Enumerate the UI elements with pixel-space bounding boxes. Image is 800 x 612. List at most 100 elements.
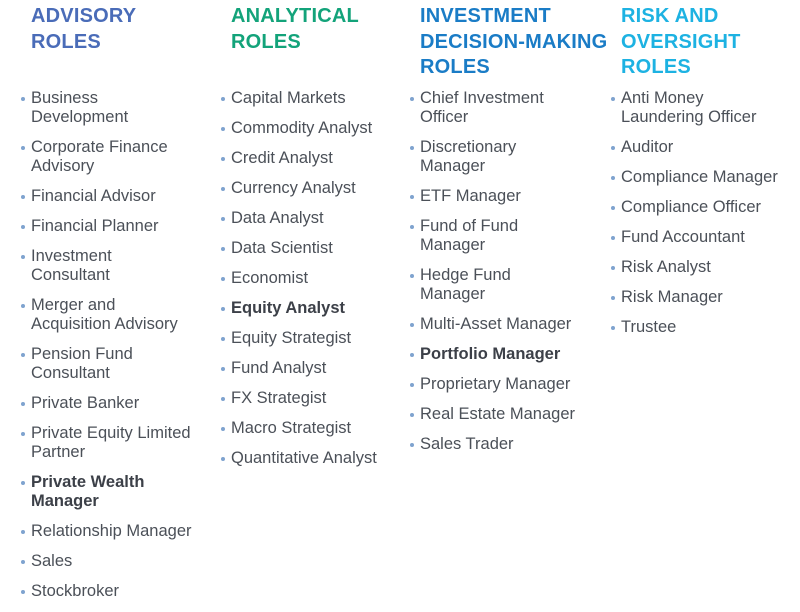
list-item-label: Fund Accountant	[621, 228, 745, 246]
bullet-icon	[21, 146, 25, 150]
bullet-icon	[21, 304, 25, 308]
list-item: Risk Analyst	[611, 258, 778, 277]
list-item: Sales Trader	[410, 435, 607, 454]
list-item-label: Data Scientist	[231, 239, 333, 257]
list-item: Multi-Asset Manager	[410, 315, 607, 334]
bullet-icon	[611, 296, 615, 300]
list-item: Financial Planner	[21, 217, 192, 236]
list-item-label: Investment Consultant	[31, 247, 112, 284]
list-item: Credit Analyst	[221, 149, 377, 168]
list-item-label: Data Analyst	[231, 209, 324, 227]
list-item-label: Currency Analyst	[231, 179, 356, 197]
list-item: Macro Strategist	[221, 419, 377, 438]
bullet-icon	[611, 206, 615, 210]
bullet-icon	[221, 217, 225, 221]
list-item-label: Discretionary Manager	[420, 138, 517, 175]
bullet-icon	[221, 337, 225, 341]
list-item-label: Stockbroker	[31, 582, 120, 600]
list-item-label: Compliance Officer	[621, 198, 762, 216]
bullet-icon	[21, 353, 25, 357]
list-item-label: Commodity Analyst	[231, 119, 373, 137]
list-item-label: Financial Planner	[31, 217, 159, 235]
list-item: Corporate Finance Advisory	[21, 138, 192, 176]
bullet-icon	[410, 274, 414, 278]
bullet-icon	[611, 326, 615, 330]
bullet-icon	[410, 353, 414, 357]
bullet-icon	[21, 530, 25, 534]
column-heading: INVESTMENT DECISION-MAKING ROLES	[420, 5, 608, 78]
bullet-icon	[21, 481, 25, 485]
list-item: Quantitative Analyst	[221, 449, 377, 468]
list-item: Real Estate Manager	[410, 405, 607, 424]
list-item: Chief Investment Officer	[410, 89, 607, 127]
bullet-icon	[21, 402, 25, 406]
list-item: Trustee	[611, 318, 778, 337]
bullet-icon	[410, 323, 414, 327]
bullet-icon	[410, 443, 414, 447]
list-item: Compliance Officer	[611, 198, 778, 217]
column-advisory-roles: ADVISORY ROLES Business Development Corpo…	[21, 4, 192, 612]
list-item: Equity Analyst	[221, 299, 377, 318]
list-item-label: Sales	[31, 552, 73, 570]
bullet-icon	[221, 187, 225, 191]
list-item-label: Equity Analyst	[231, 299, 345, 317]
list-item-label: Trustee	[621, 318, 677, 336]
list-item: Stockbroker	[21, 582, 192, 601]
list-item-label: Financial Advisor	[31, 187, 156, 205]
list-item: Merger and Acquisition Advisory	[21, 296, 192, 334]
list-item-label: Capital Markets	[231, 89, 346, 107]
list-item-label: Multi-Asset Manager	[420, 315, 572, 333]
bullet-icon	[21, 432, 25, 436]
list-item: Proprietary Manager	[410, 375, 607, 394]
bullet-icon	[611, 176, 615, 180]
list-item: Data Scientist	[221, 239, 377, 258]
list-item: Sales	[21, 552, 192, 571]
role-list: Anti Money Laundering Officer Auditor Comp…	[611, 89, 778, 337]
role-list: Capital Markets Commodity Analyst Credit A…	[221, 89, 377, 468]
bullet-icon	[410, 195, 414, 199]
list-item-label: Private Equity Limited Partner	[31, 424, 191, 461]
role-list: Business Development Corporate Finance Ad…	[21, 89, 192, 601]
list-item: Capital Markets	[221, 89, 377, 108]
list-item-label: Compliance Manager	[621, 168, 778, 186]
bullet-icon	[611, 266, 615, 270]
bullet-icon	[410, 146, 414, 150]
list-item-label: Fund of Fund Manager	[420, 217, 519, 254]
bullet-icon	[221, 277, 225, 281]
list-item-label: Anti Money Laundering Officer	[621, 89, 757, 126]
list-item-label: Economist	[231, 269, 309, 287]
bullet-icon	[221, 367, 225, 371]
list-item-label: Proprietary Manager	[420, 375, 571, 393]
list-item-label: Private Wealth Manager	[31, 473, 145, 510]
column-investment-decision-making-roles: INVESTMENT DECISION-MAKING ROLES Chief I…	[410, 4, 608, 465]
list-item: Business Development	[21, 89, 192, 127]
bullet-icon	[21, 255, 25, 259]
list-item-label: Risk Analyst	[621, 258, 711, 276]
list-item: Fund Accountant	[611, 228, 778, 247]
list-item: Pension Fund Consultant	[21, 345, 192, 383]
list-item-label: Fund Analyst	[231, 359, 327, 377]
list-item-label: Quantitative Analyst	[231, 449, 377, 467]
list-item-label: ETF Manager	[420, 187, 521, 205]
bullet-icon	[611, 97, 615, 101]
list-item: Private Equity Limited Partner	[21, 424, 192, 462]
list-item-label: Credit Analyst	[231, 149, 333, 167]
bullet-icon	[221, 247, 225, 251]
list-item-label: FX Strategist	[231, 389, 327, 407]
list-item: Data Analyst	[221, 209, 377, 228]
column-heading: ADVISORY ROLES	[31, 5, 137, 53]
bullet-icon	[21, 195, 25, 199]
list-item: Commodity Analyst	[221, 119, 377, 138]
bullet-icon	[21, 590, 25, 594]
bullet-icon	[410, 383, 414, 387]
list-item: Equity Strategist	[221, 329, 377, 348]
list-item: Currency Analyst	[221, 179, 377, 198]
list-item: Investment Consultant	[21, 247, 192, 285]
bullet-icon	[221, 307, 225, 311]
bullet-icon	[611, 146, 615, 150]
bullet-icon	[410, 225, 414, 229]
list-item-label: Auditor	[621, 138, 674, 156]
list-item: Fund of Fund Manager	[410, 217, 607, 255]
list-item: Compliance Manager	[611, 168, 778, 187]
list-item-label: Merger and Acquisition Advisory	[31, 296, 178, 333]
